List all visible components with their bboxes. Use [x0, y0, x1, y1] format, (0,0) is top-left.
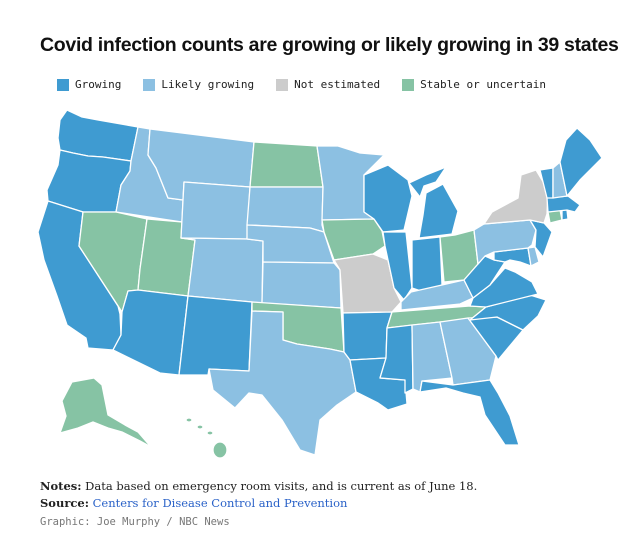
state-IN[interactable]: [411, 236, 443, 293]
hawaii-island-4: [212, 441, 228, 459]
legend-swatch-likely: [143, 78, 156, 91]
legend-label-likely: Likely growing: [161, 78, 255, 91]
state-TX[interactable]: [208, 310, 357, 456]
credit: Graphic: Joe Murphy / NBC News: [40, 516, 230, 528]
legend-swatch-growing: [57, 78, 69, 91]
legend-item-growing: Growing: [57, 78, 121, 91]
notes-label: Notes:: [40, 479, 82, 493]
state-NY[interactable]: [483, 169, 549, 225]
notes-text: Data based on emergency room visits, and…: [81, 479, 478, 493]
state-VA[interactable]: [469, 267, 539, 308]
legend-swatch-stable: [402, 78, 415, 91]
state-ND[interactable]: [249, 141, 324, 188]
hawaii-island-1: [185, 417, 193, 423]
state-HI[interactable]: [185, 417, 228, 459]
state-ME[interactable]: [559, 127, 603, 197]
hawaii-island-3: [206, 430, 214, 436]
legend-item-stable: Stable or uncertain: [402, 78, 546, 91]
state-MI[interactable]: [408, 166, 459, 239]
state-AZ[interactable]: [112, 289, 189, 376]
state-IL[interactable]: [382, 231, 413, 301]
legend-swatch-not-estimated: [276, 78, 289, 91]
state-WY[interactable]: [180, 181, 251, 240]
state-NM[interactable]: [178, 295, 253, 376]
state-AK[interactable]: [59, 377, 152, 448]
legend-item-likely: Likely growing: [143, 78, 254, 91]
legend-item-not-estimated: Not estimated: [276, 78, 380, 91]
state-IA[interactable]: [321, 218, 386, 261]
legend-label-stable: Stable or uncertain: [420, 78, 547, 91]
state-KS[interactable]: [261, 261, 342, 309]
hawaii-island-2: [196, 424, 204, 430]
state-WI[interactable]: [363, 164, 413, 233]
state-AR[interactable]: [342, 311, 393, 361]
legend: Growing Likely growing Not estimated Sta…: [57, 78, 568, 91]
notes: Notes: Data based on emergency room visi…: [40, 479, 477, 493]
state-FL[interactable]: [419, 379, 520, 446]
state-MA[interactable]: [546, 195, 581, 213]
state-DE[interactable]: [527, 246, 540, 267]
legend-label-not-estimated: Not estimated: [294, 78, 381, 91]
legend-label-growing: Growing: [75, 78, 122, 91]
source: Source: Centers for Disease Control and …: [40, 496, 347, 510]
state-RI[interactable]: [561, 209, 569, 221]
source-label: Source:: [40, 496, 89, 510]
chart-title: Covid infection counts are growing or li…: [40, 34, 619, 56]
source-link[interactable]: Centers for Disease Control and Preventi…: [92, 496, 348, 510]
